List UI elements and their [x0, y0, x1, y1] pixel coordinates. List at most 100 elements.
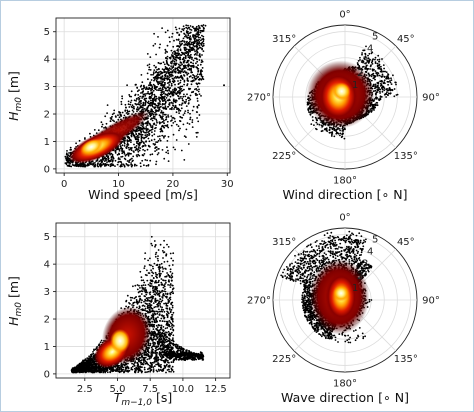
scatter-point — [161, 86, 164, 89]
scatter-point — [171, 106, 173, 109]
scatter-point — [171, 36, 173, 38]
scatter-point — [135, 133, 138, 135]
scatter-point — [183, 112, 186, 115]
scatter-point — [192, 47, 195, 50]
scatter-point — [172, 102, 174, 105]
scatter-point — [139, 147, 142, 150]
scatter-point — [188, 99, 190, 102]
scatter-point — [186, 59, 189, 62]
scatter-point — [129, 103, 132, 106]
scatter-point — [202, 24, 205, 26]
scatter-point — [171, 52, 174, 54]
scatter-point — [156, 73, 159, 76]
scatter-point — [90, 163, 92, 166]
scatter-point — [192, 59, 195, 62]
scatter-point — [151, 134, 154, 137]
scatter-point — [152, 44, 155, 47]
scatter-point — [97, 162, 99, 165]
scatter-point — [195, 66, 198, 68]
scatter-point — [167, 116, 170, 118]
scatter-point — [343, 137, 346, 140]
scatter-point — [196, 40, 198, 42]
scatter-point — [155, 149, 158, 151]
scatter-point — [153, 103, 156, 106]
scatter-point — [160, 77, 163, 79]
scatter-point — [127, 146, 130, 149]
scatter-point — [181, 89, 184, 92]
scatter-point — [109, 165, 112, 168]
scatter-point — [195, 131, 198, 134]
scatter-point — [172, 78, 175, 80]
scatter-point — [166, 75, 169, 77]
scatter-point — [130, 162, 133, 164]
scatter-point — [161, 120, 164, 123]
scatter-point — [121, 95, 123, 98]
scatter-point — [143, 108, 146, 110]
scatter-point — [122, 163, 125, 166]
scatter-point — [146, 101, 149, 104]
scatter-point — [379, 85, 382, 87]
scatter-point — [137, 136, 139, 139]
scatter-point — [173, 39, 175, 42]
scatter-point — [142, 107, 144, 109]
scatter-point — [164, 74, 166, 77]
scatter-point — [178, 66, 181, 69]
scatter-point — [189, 116, 192, 119]
scatter-point — [65, 157, 68, 159]
scatter-point — [152, 110, 155, 113]
scatter-point — [175, 111, 178, 114]
scatter-point — [162, 97, 165, 99]
scatter-point — [159, 116, 162, 119]
scatter-point — [136, 103, 139, 106]
scatter-point — [329, 126, 331, 129]
scatter-point — [141, 145, 144, 148]
scatter-point — [199, 31, 202, 34]
scatter-point — [171, 70, 174, 73]
scatter-point — [183, 159, 186, 161]
scatter-point — [380, 82, 382, 85]
scatter-point — [164, 98, 166, 101]
scatter-point — [84, 137, 86, 139]
scatter-point — [169, 81, 172, 83]
scatter-point — [193, 49, 196, 51]
scatter-point — [124, 103, 127, 106]
scatter-point — [104, 115, 107, 118]
scatter-point — [148, 68, 151, 71]
scatter-point — [180, 61, 182, 64]
scatter-point — [156, 71, 159, 74]
scatter-point — [202, 30, 205, 32]
scatter-point — [197, 30, 200, 32]
scatter-point — [178, 42, 181, 45]
scatter-point — [130, 152, 132, 155]
scatter-point — [165, 97, 168, 99]
scatter-point — [166, 93, 169, 96]
scatter-point — [144, 101, 147, 103]
scatter-point — [187, 96, 190, 99]
scatter-point — [166, 120, 169, 123]
scatter-point — [160, 80, 162, 83]
scatter-point — [143, 98, 146, 101]
scatter-point — [166, 140, 169, 142]
scatter-point — [196, 54, 198, 56]
scatter-point — [159, 128, 162, 131]
scatter-point — [105, 157, 108, 160]
scatter-point — [100, 121, 103, 124]
scatter-point — [173, 88, 176, 91]
scatter-point — [198, 88, 200, 91]
scatter-point — [139, 128, 141, 131]
scatter-point — [179, 127, 181, 130]
scatter-point — [192, 66, 195, 69]
scatter-point — [151, 88, 154, 91]
scatter-point — [187, 72, 190, 75]
scatter-point — [177, 125, 180, 128]
scatter-point — [172, 122, 175, 124]
scatter-point — [131, 160, 134, 163]
scatter-point — [168, 102, 171, 104]
scatter-point — [174, 83, 176, 86]
scatter-point — [128, 148, 131, 151]
scatter-point — [150, 139, 153, 142]
scatter-point — [175, 139, 178, 141]
scatter-point — [132, 155, 135, 158]
scatter-point — [114, 165, 116, 168]
scatter-point — [144, 144, 147, 146]
